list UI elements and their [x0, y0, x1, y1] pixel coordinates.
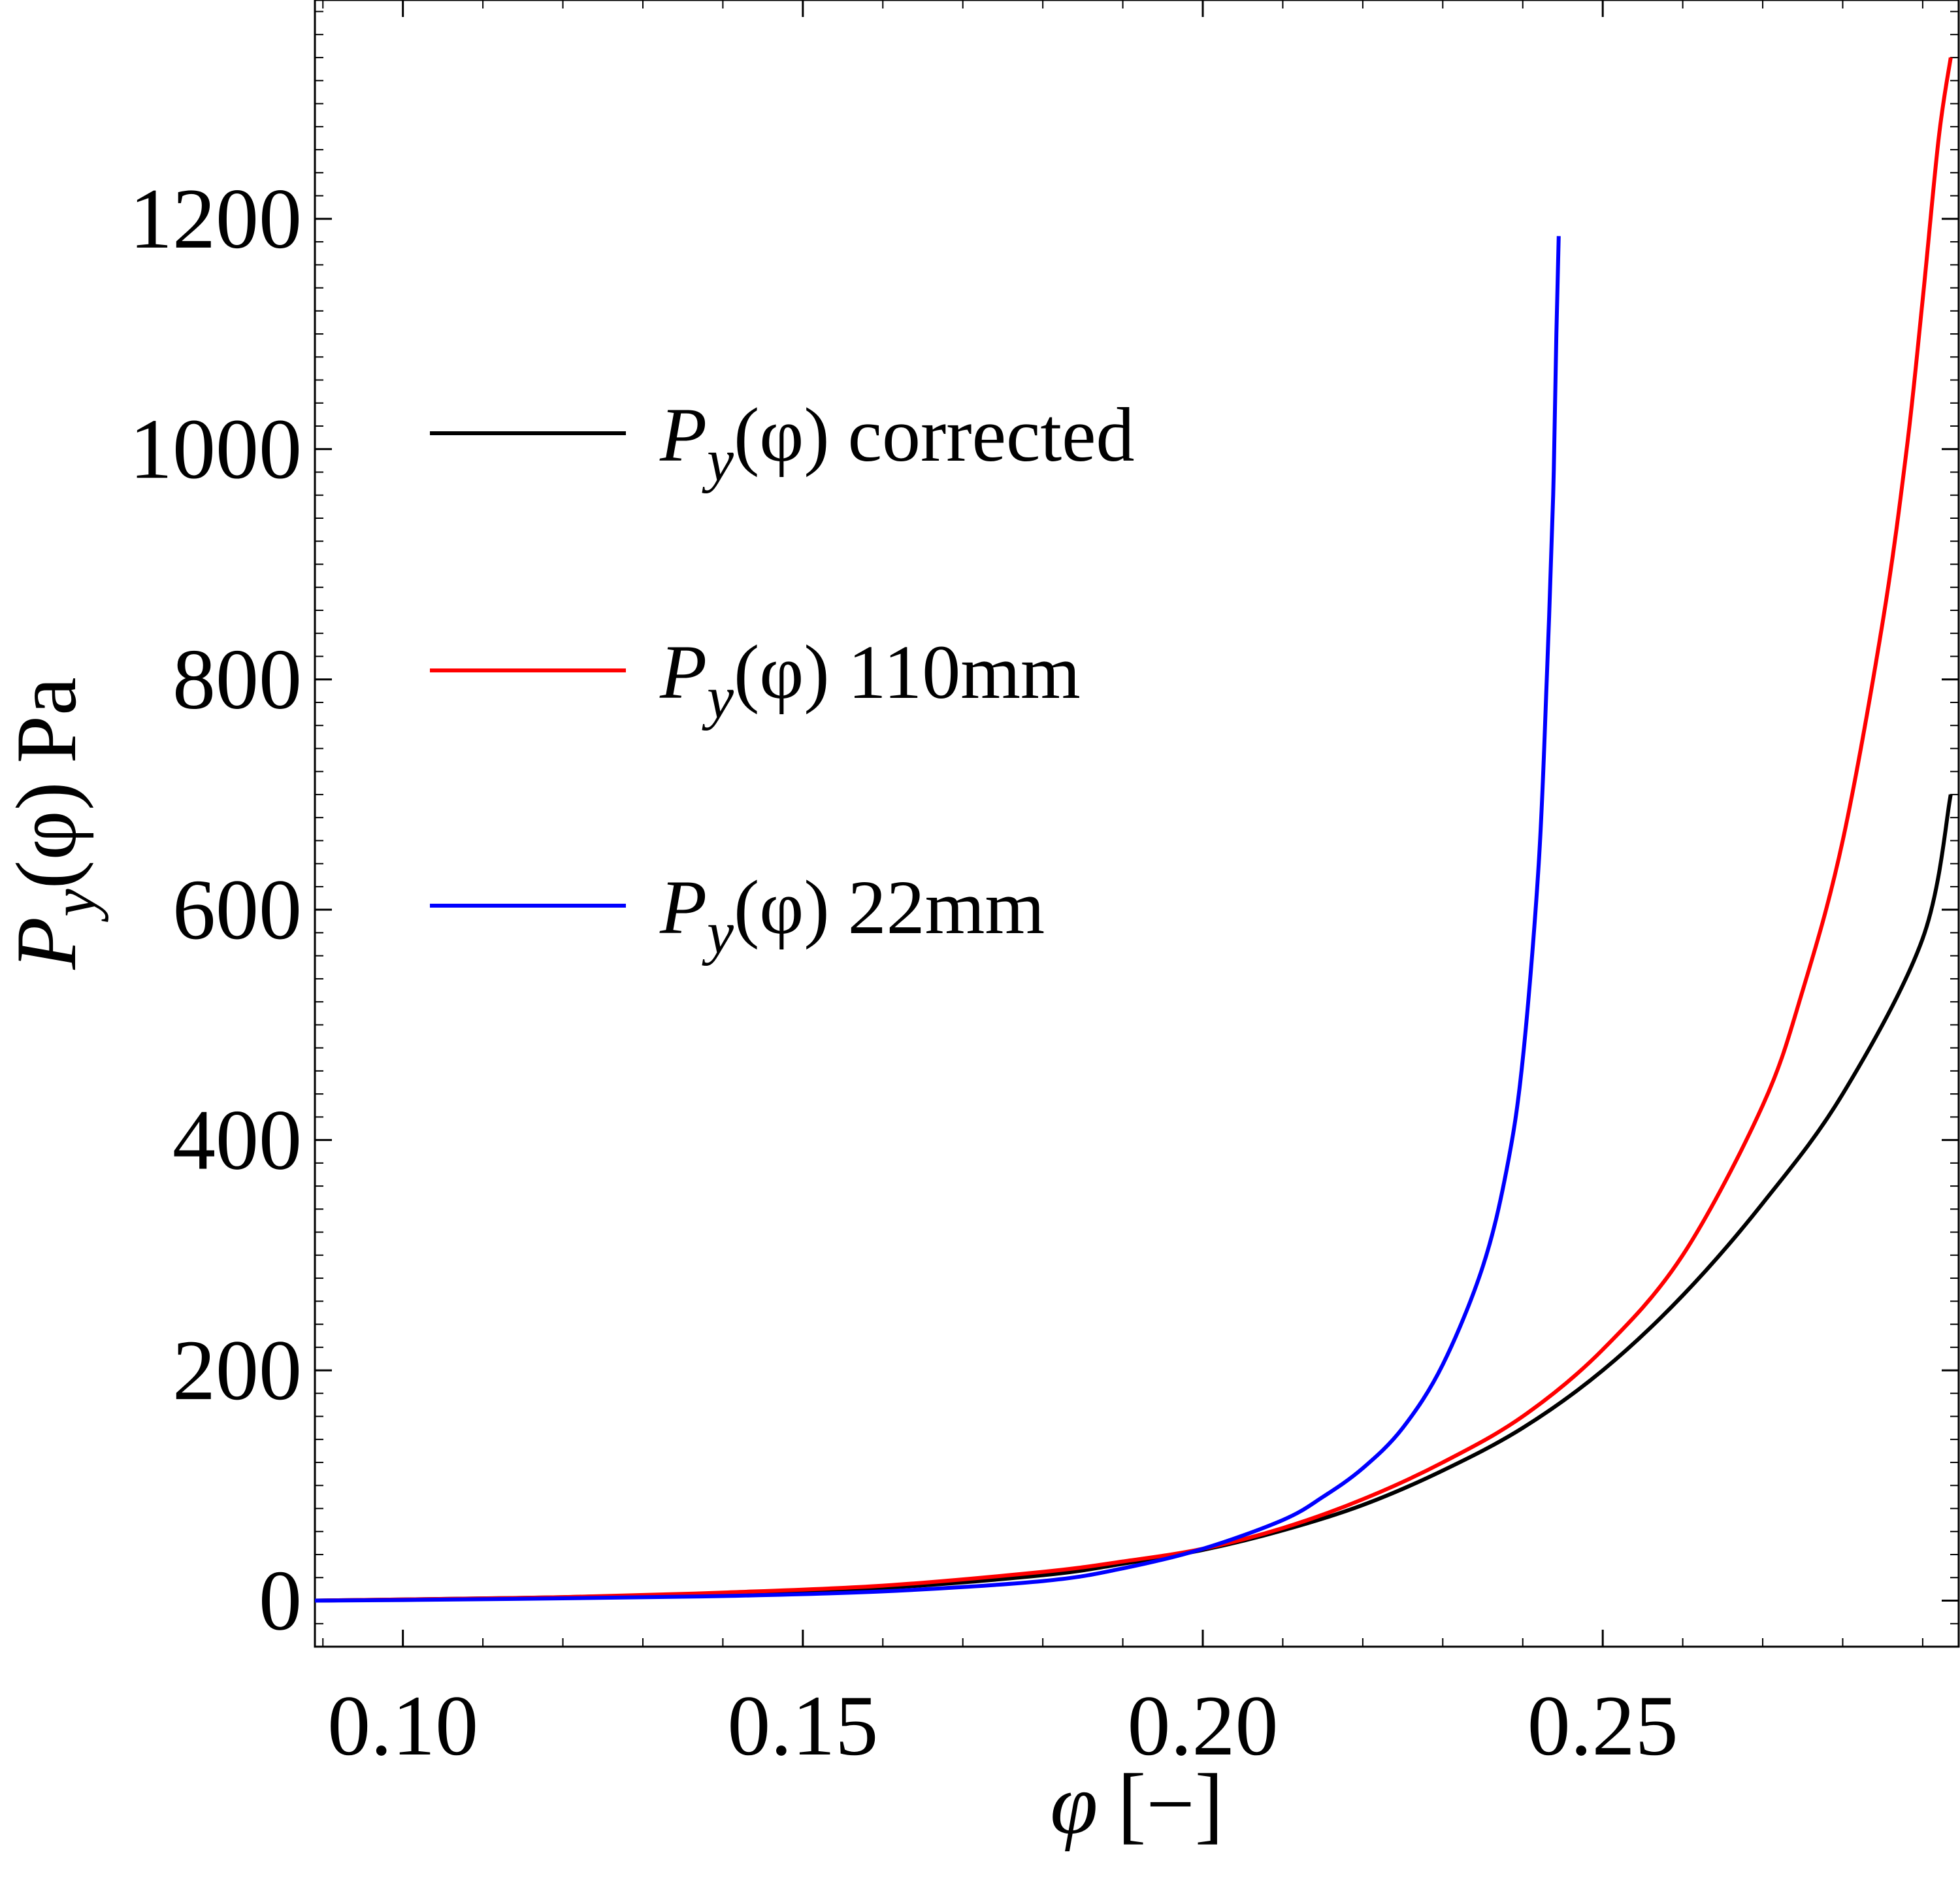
y-axis-label: Py(φ) Pa: [0, 677, 108, 970]
legend-entry-22mm: Py(φ) 22mm: [430, 865, 1045, 966]
y-tick-labels: 0 200 400 600 800 1000 1200: [129, 171, 302, 1649]
legend-argument: (φ): [734, 865, 830, 950]
legend-label-corrected: Py(φ) corrected: [659, 392, 1135, 493]
y-axis-argument: (φ): [0, 782, 94, 889]
legend-label-22mm: Py(φ) 22mm: [659, 865, 1045, 966]
legend-symbol: P: [659, 865, 707, 950]
plot-frame: [314, 0, 1960, 1648]
major-ticks: [315, 0, 1959, 1647]
y-tick-label: 800: [172, 631, 302, 727]
legend-subscript: y: [702, 664, 734, 731]
y-axis-subscript: y: [39, 889, 108, 923]
x-tick-labels: 0.10 0.15 0.20 0.25: [327, 1677, 1678, 1773]
y-tick-label: 0: [259, 1553, 302, 1649]
y-tick-label: 600: [172, 861, 302, 957]
legend-suffix: corrected: [848, 392, 1135, 478]
y-tick-label: 200: [172, 1322, 302, 1418]
series-line-corrected: [314, 794, 1953, 1603]
x-axis-label: φ [−]: [1050, 1756, 1223, 1852]
legend-argument: (φ): [734, 629, 830, 715]
x-axis-unit: [−]: [1117, 1756, 1223, 1852]
series-lines: [314, 57, 1953, 1603]
y-axis-symbol: P: [0, 917, 94, 970]
legend-subscript: y: [702, 427, 734, 493]
legend: Py(φ) corrected Py(φ) 110mm Py(φ) 22mm: [430, 392, 1135, 966]
y-tick-label: 400: [172, 1092, 302, 1188]
x-axis-symbol: φ: [1050, 1756, 1098, 1852]
y-tick-label: 1200: [129, 171, 302, 267]
legend-suffix: 110mm: [848, 629, 1081, 715]
series-line-110mm: [314, 57, 1953, 1603]
x-tick-label: 0.10: [327, 1677, 478, 1773]
legend-symbol: P: [659, 629, 707, 715]
y-tick-label: 1000: [129, 401, 302, 497]
series-line-22mm: [314, 236, 1561, 1603]
x-tick-label: 0.15: [727, 1677, 878, 1773]
legend-entry-corrected: Py(φ) corrected: [430, 392, 1135, 493]
legend-argument: (φ): [734, 392, 830, 478]
y-axis-unit: Pa: [0, 677, 94, 763]
minor-ticks: [315, 0, 1959, 1647]
legend-label-110mm: Py(φ) 110mm: [659, 629, 1081, 731]
legend-suffix: 22mm: [848, 865, 1045, 950]
legend-entry-110mm: Py(φ) 110mm: [430, 629, 1081, 731]
x-tick-label: 0.20: [1128, 1677, 1279, 1773]
legend-subscript: y: [702, 899, 734, 966]
legend-symbol: P: [659, 392, 707, 478]
x-tick-label: 0.25: [1527, 1677, 1678, 1773]
